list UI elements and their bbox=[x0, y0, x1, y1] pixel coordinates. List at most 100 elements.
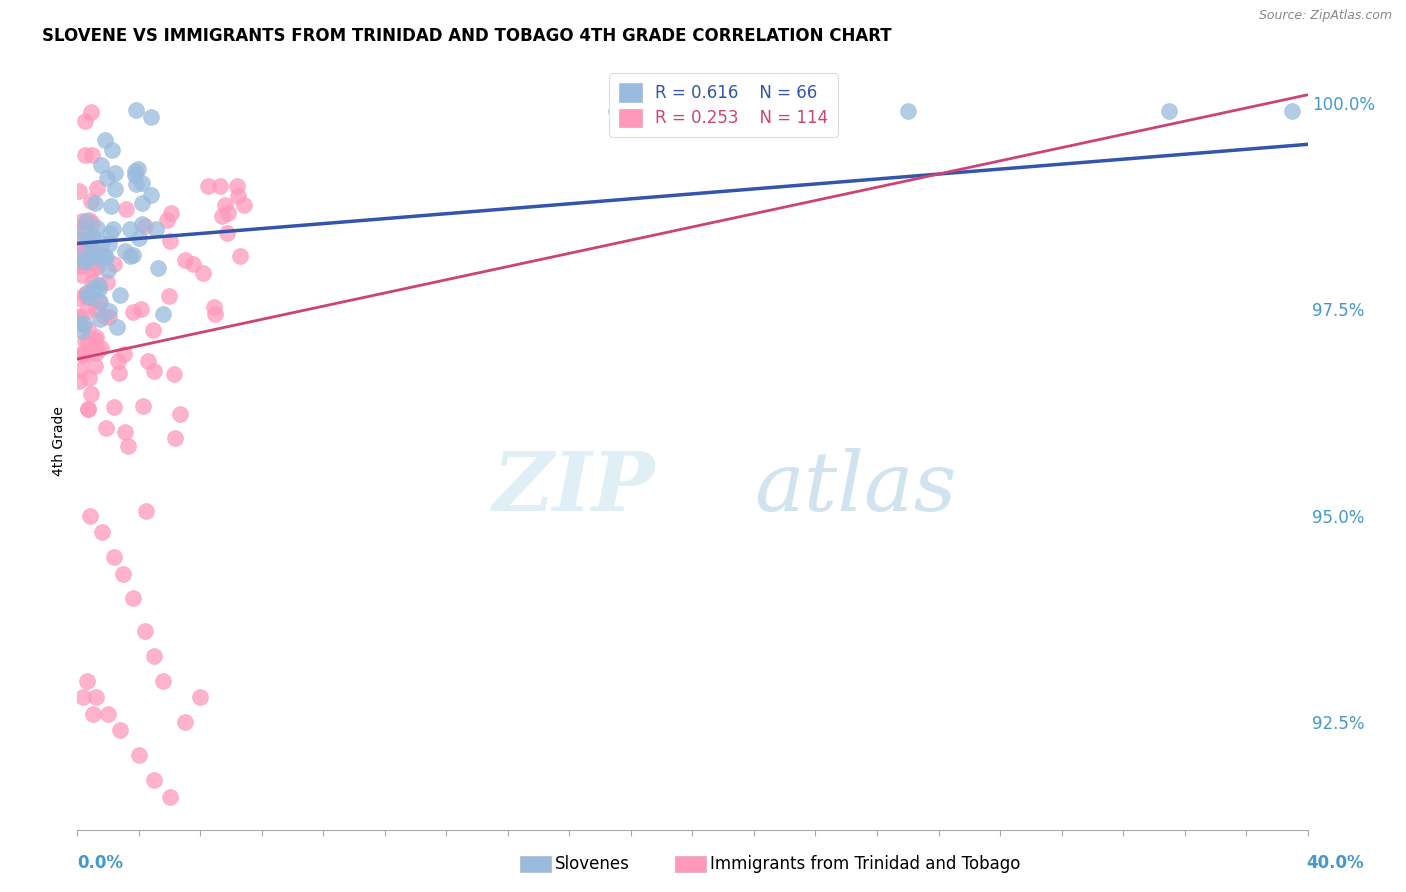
Point bbox=[97, 263, 120, 277]
Point bbox=[121, 247, 143, 261]
Point bbox=[124, 168, 146, 182]
Point bbox=[77, 290, 100, 304]
Point bbox=[84, 690, 107, 705]
Point bbox=[217, 206, 239, 220]
Point bbox=[84, 345, 107, 359]
Point bbox=[139, 110, 162, 124]
Point bbox=[69, 309, 91, 323]
Text: 40.0%: 40.0% bbox=[1306, 855, 1364, 872]
Point bbox=[143, 364, 166, 378]
Text: Slovenes: Slovenes bbox=[555, 855, 630, 873]
Point bbox=[75, 213, 97, 227]
Point bbox=[114, 425, 136, 440]
Point bbox=[159, 234, 181, 248]
Point bbox=[67, 291, 90, 305]
Point bbox=[89, 312, 111, 326]
Point bbox=[79, 387, 101, 401]
Point bbox=[72, 227, 94, 241]
Point bbox=[77, 242, 100, 256]
Point bbox=[75, 286, 97, 301]
Point bbox=[77, 250, 100, 264]
Point bbox=[67, 249, 90, 263]
Point bbox=[67, 241, 90, 255]
Point bbox=[104, 182, 127, 196]
Point bbox=[152, 307, 174, 321]
Point bbox=[86, 260, 108, 274]
Point bbox=[84, 245, 107, 260]
Point bbox=[83, 280, 105, 294]
Point bbox=[204, 307, 226, 321]
Point bbox=[70, 324, 93, 338]
Point bbox=[76, 233, 98, 247]
Point bbox=[87, 282, 110, 296]
Point bbox=[67, 257, 90, 271]
Point bbox=[72, 346, 94, 360]
Point bbox=[67, 310, 90, 325]
Point bbox=[76, 304, 98, 318]
Point bbox=[98, 310, 121, 324]
Point bbox=[160, 205, 183, 219]
Point bbox=[605, 104, 627, 119]
Point bbox=[100, 199, 122, 213]
Point bbox=[76, 285, 98, 300]
Point bbox=[80, 104, 103, 119]
Point bbox=[108, 288, 131, 302]
Point bbox=[82, 275, 104, 289]
Point bbox=[67, 374, 90, 388]
Point bbox=[157, 289, 180, 303]
Point bbox=[76, 673, 98, 688]
Point bbox=[105, 319, 128, 334]
Text: Immigrants from Trinidad and Tobago: Immigrants from Trinidad and Tobago bbox=[710, 855, 1021, 873]
Point bbox=[94, 133, 117, 147]
Point bbox=[75, 114, 97, 128]
Point bbox=[72, 690, 94, 705]
Point bbox=[69, 363, 91, 377]
Point bbox=[101, 143, 124, 157]
Legend: R = 0.616    N = 66, R = 0.253    N = 114: R = 0.616 N = 66, R = 0.253 N = 114 bbox=[609, 73, 838, 137]
Point bbox=[131, 176, 153, 190]
Point bbox=[181, 257, 204, 271]
Point bbox=[91, 236, 114, 251]
Point bbox=[217, 226, 239, 240]
Point bbox=[148, 261, 170, 276]
Point bbox=[107, 367, 129, 381]
Point bbox=[107, 354, 129, 368]
Point bbox=[125, 103, 148, 117]
Point bbox=[76, 401, 98, 416]
Point bbox=[83, 359, 105, 373]
Point bbox=[114, 202, 136, 216]
Point bbox=[86, 341, 108, 355]
Point bbox=[204, 300, 226, 314]
Point bbox=[69, 316, 91, 330]
Point bbox=[163, 367, 186, 381]
Point bbox=[72, 214, 94, 228]
Point bbox=[114, 244, 136, 258]
Point bbox=[86, 181, 108, 195]
Point bbox=[67, 233, 90, 247]
Point bbox=[233, 198, 256, 212]
Point bbox=[112, 566, 135, 581]
Point bbox=[80, 263, 103, 277]
Point bbox=[1281, 104, 1303, 119]
Point bbox=[73, 288, 96, 302]
Point bbox=[75, 255, 97, 269]
Point bbox=[80, 253, 103, 268]
Point bbox=[136, 354, 159, 368]
Point bbox=[77, 290, 100, 304]
Point bbox=[77, 371, 100, 385]
Point bbox=[143, 772, 166, 787]
Point bbox=[174, 715, 197, 730]
Point bbox=[143, 649, 166, 664]
Point bbox=[152, 673, 174, 688]
Point bbox=[134, 624, 156, 639]
Point bbox=[104, 166, 127, 180]
Point bbox=[69, 250, 91, 264]
Point bbox=[82, 706, 104, 721]
Point bbox=[117, 439, 139, 453]
Point bbox=[124, 164, 146, 178]
Point bbox=[103, 550, 125, 565]
Point bbox=[80, 148, 103, 162]
Point bbox=[165, 431, 187, 445]
Point bbox=[135, 503, 157, 517]
Point bbox=[214, 198, 236, 212]
